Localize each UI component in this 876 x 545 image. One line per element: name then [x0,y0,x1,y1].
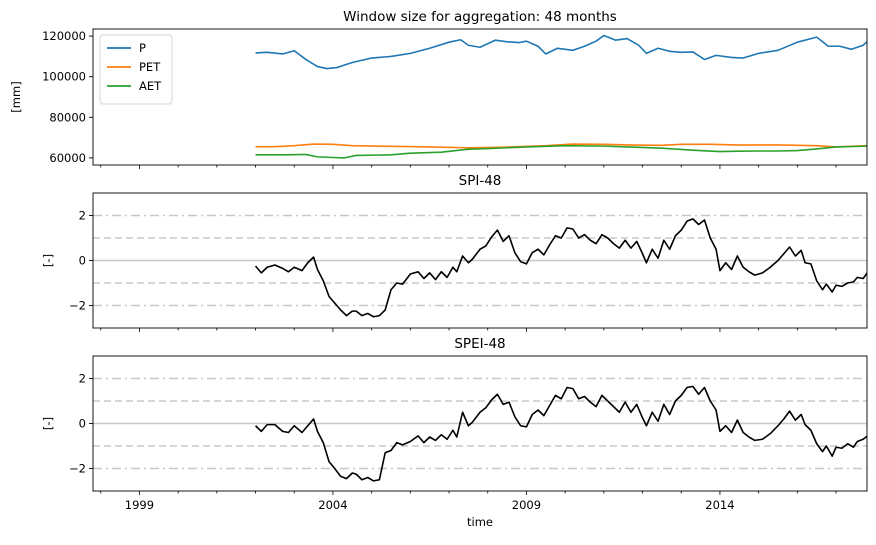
panel-title: Window size for aggregation: 48 months [343,9,617,25]
y-tick-label: 2 [79,372,86,386]
y-axis-label: [-] [41,254,55,267]
series-line-aet [255,144,867,159]
series-line-p [255,34,867,70]
legend-box [99,34,173,105]
y-tick-label: 60000 [49,151,86,165]
y-tick-label: −2 [69,462,86,476]
y-tick-label: 0 [79,417,86,431]
y-tick-label: −2 [69,299,86,313]
y-tick-label: 100000 [42,70,86,84]
y-axis-label: [mm] [9,81,23,112]
x-axis-label: time [467,515,493,529]
axes-frame [92,28,868,166]
legend-label-p: P [139,41,146,55]
panel-title: SPEI-48 [454,336,505,352]
panel-middle: −2 0 2 SPI-48 [-] [41,173,868,332]
x-tick-label: 2014 [705,498,734,512]
series-line-index [254,218,867,318]
legend: P PET AET [99,34,173,105]
series-line-index [254,385,867,482]
y-tick-label: 0 [79,254,86,268]
series-line-pet [255,143,867,149]
x-tick-label: 2009 [512,498,541,512]
legend-label-pet: PET [139,60,161,74]
x-tick-label: 2004 [318,498,347,512]
y-axis-label: [-] [41,417,55,430]
legend-label-aet: AET [139,79,162,93]
panel-title: SPI-48 [459,173,502,189]
y-tick-label: 2 [79,209,86,223]
panel-top: 60000 80000 100000 120000 Window size for ag… [9,9,868,169]
x-tick-label: 1999 [125,498,154,512]
y-tick-label: 120000 [42,29,86,43]
panel-bottom: −2 0 2 1999 2004 2009 2014 SPEI-48 [-] time [41,336,868,529]
y-tick-label: 80000 [49,110,86,124]
